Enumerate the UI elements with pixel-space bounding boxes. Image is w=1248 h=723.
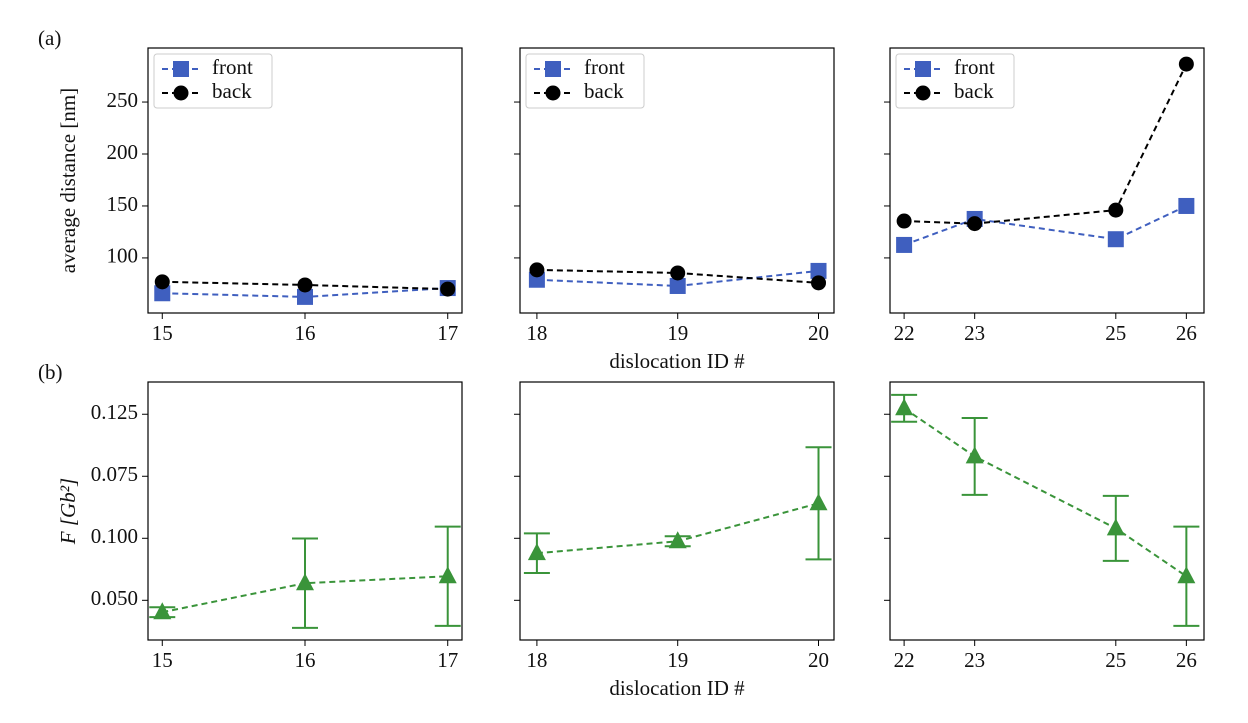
legend-label: front bbox=[584, 55, 625, 79]
marker bbox=[965, 446, 984, 464]
marker bbox=[1177, 566, 1196, 584]
x-tick-label: 15 bbox=[152, 648, 173, 672]
marker bbox=[1178, 56, 1194, 72]
legend-label: back bbox=[212, 79, 252, 103]
x-tick-label: 17 bbox=[437, 648, 458, 672]
x-tick-label: 26 bbox=[1176, 321, 1197, 345]
x-tick-label: 26 bbox=[1176, 648, 1197, 672]
marker bbox=[297, 277, 313, 293]
x-tick-label: 18 bbox=[526, 321, 547, 345]
legend-label: back bbox=[954, 79, 994, 103]
marker bbox=[896, 213, 912, 229]
x-tick-label: 25 bbox=[1105, 321, 1126, 345]
x-axis-label: dislocation ID # bbox=[609, 349, 745, 373]
legend-marker bbox=[173, 85, 189, 101]
marker bbox=[529, 262, 545, 278]
marker bbox=[154, 274, 170, 290]
x-tick-label: 22 bbox=[894, 648, 915, 672]
marker bbox=[297, 288, 313, 305]
panel-label: (a) bbox=[38, 26, 61, 50]
axes-frame bbox=[519, 381, 835, 641]
marker bbox=[438, 566, 457, 584]
legend-marker bbox=[173, 61, 189, 77]
marker bbox=[896, 236, 913, 253]
legend-label: back bbox=[584, 79, 624, 103]
series-line bbox=[903, 205, 1187, 246]
marker bbox=[668, 531, 687, 549]
marker bbox=[895, 398, 914, 416]
y-axis-label: F [Gb²] bbox=[56, 478, 80, 545]
legend-label: front bbox=[212, 55, 253, 79]
marker bbox=[527, 543, 546, 561]
x-tick-label: 20 bbox=[808, 648, 829, 672]
marker bbox=[669, 277, 686, 294]
marker bbox=[296, 573, 314, 591]
y-tick-label: 250 bbox=[107, 88, 139, 112]
y-axis-label: average distance [nm] bbox=[56, 88, 80, 273]
x-tick-label: 20 bbox=[808, 321, 829, 345]
x-tick-label: 17 bbox=[437, 321, 458, 345]
marker bbox=[154, 285, 171, 302]
legend-marker bbox=[545, 85, 561, 101]
legend-marker bbox=[915, 85, 931, 101]
x-tick-label: 15 bbox=[152, 321, 173, 345]
x-axis-label: dislocation ID # bbox=[609, 676, 745, 700]
marker bbox=[1108, 202, 1124, 218]
legend-marker bbox=[915, 61, 931, 77]
x-tick-label: 18 bbox=[526, 648, 547, 672]
y-tick-label: 100 bbox=[107, 244, 139, 268]
y-tick-label: 0.100 bbox=[91, 524, 138, 548]
marker bbox=[967, 216, 983, 232]
marker bbox=[1178, 197, 1195, 214]
marker bbox=[670, 265, 686, 281]
marker bbox=[810, 262, 827, 279]
axes-frame bbox=[889, 381, 1205, 641]
y-tick-label: 150 bbox=[107, 192, 139, 216]
y-tick-label: 200 bbox=[107, 140, 139, 164]
legend-label: front bbox=[954, 55, 995, 79]
series-line bbox=[904, 63, 1188, 225]
axes-frame bbox=[519, 47, 835, 314]
x-tick-label: 23 bbox=[964, 321, 985, 345]
marker bbox=[811, 275, 827, 291]
marker bbox=[153, 602, 172, 620]
x-tick-label: 22 bbox=[894, 321, 915, 345]
marker bbox=[809, 493, 828, 511]
x-tick-label: 19 bbox=[667, 321, 688, 345]
marker bbox=[1107, 231, 1124, 248]
y-tick-label: 0.050 bbox=[91, 586, 138, 610]
x-tick-label: 19 bbox=[667, 648, 688, 672]
y-tick-label: 0.125 bbox=[91, 400, 138, 424]
series-line bbox=[903, 407, 1187, 578]
panel-label: (b) bbox=[38, 360, 63, 384]
marker bbox=[1106, 518, 1125, 536]
marker bbox=[440, 281, 456, 297]
x-tick-label: 23 bbox=[964, 648, 985, 672]
y-tick-label: 0.075 bbox=[91, 462, 138, 486]
x-tick-label: 16 bbox=[295, 321, 316, 345]
axes-frame bbox=[889, 47, 1205, 314]
x-tick-label: 25 bbox=[1105, 648, 1126, 672]
legend-marker bbox=[545, 61, 561, 77]
x-tick-label: 16 bbox=[295, 648, 316, 672]
